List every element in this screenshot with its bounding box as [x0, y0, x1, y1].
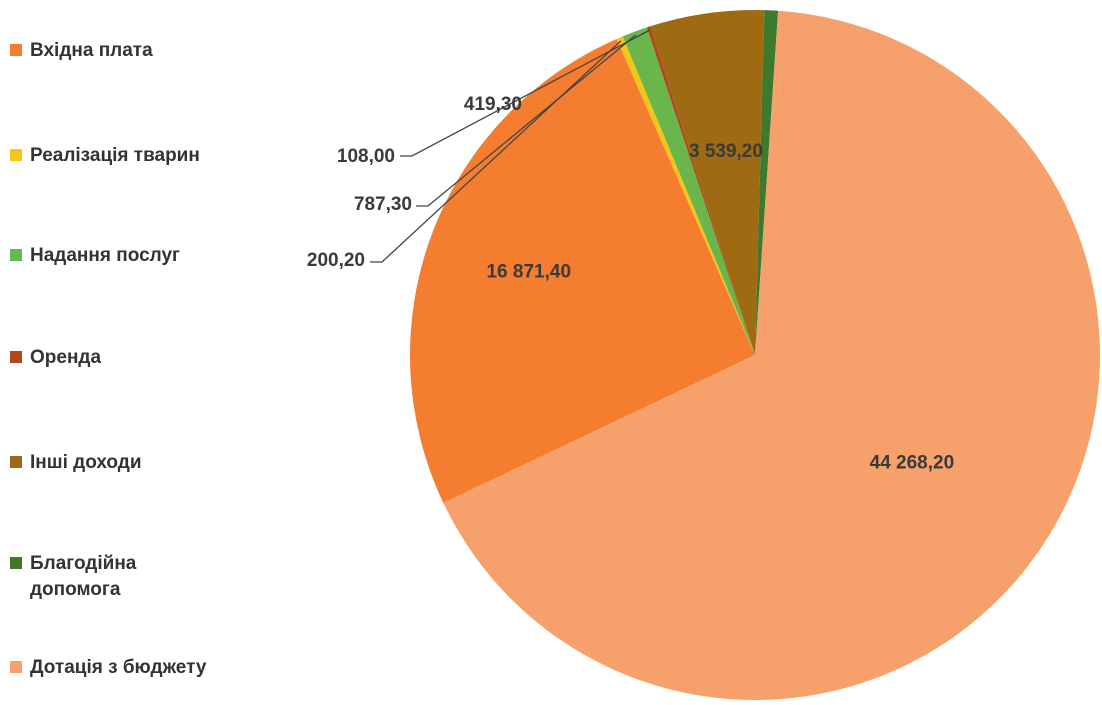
legend-swatch	[10, 557, 22, 569]
data-label-6: 44 268,20	[870, 453, 955, 474]
legend-item-budget-subsidy: Дотація з бюджету	[10, 655, 206, 681]
leader-line-1	[370, 40, 622, 263]
legend-swatch	[10, 249, 22, 261]
pie-slice-4	[650, 9, 765, 355]
data-label-1: 200,20	[307, 250, 365, 271]
legend-item-charity: Благодійна допомога	[10, 551, 136, 603]
legend-label: Інші доходи	[30, 452, 142, 473]
legend-swatch	[10, 149, 22, 161]
legend-label: Оренда	[30, 347, 102, 368]
pie-slice-1	[616, 36, 755, 355]
legend-label: Дотація з бюджету	[30, 657, 207, 678]
pie-slice-5	[755, 10, 779, 355]
legend-item-animal-sales: Реалізація тварин	[10, 143, 200, 169]
pie-slices	[410, 9, 1101, 701]
leader-line-2	[416, 34, 637, 207]
data-label-5: 419,30	[464, 94, 522, 115]
legend-item-entry-fee: Вхідна плата	[10, 38, 153, 64]
data-label-2: 787,30	[354, 194, 412, 215]
legend-item-other-income: Інші доходи	[10, 450, 142, 476]
data-label-0: 16 871,40	[486, 262, 571, 283]
data-label-4: 3 539,20	[689, 141, 763, 162]
pie-slice-3	[646, 26, 755, 355]
pie-slice-2	[622, 27, 755, 356]
legend-swatch	[10, 661, 22, 673]
legend-swatch	[10, 456, 22, 468]
data-labels: 16 871,40 200,20 787,30 108,00 3 539,20 419,3…	[307, 94, 954, 474]
legend-label: Реалізація тварин	[30, 145, 200, 166]
pie-slice-6	[443, 10, 1101, 701]
chart-legend: Вхідна плата Реалізація тварин Надання п…	[10, 0, 270, 705]
legend-item-rent: Оренда	[10, 345, 101, 371]
leader-line-3	[400, 29, 650, 157]
legend-swatch	[10, 351, 22, 363]
legend-label: Надання послуг	[30, 245, 180, 266]
legend-label: Вхідна плата	[30, 40, 153, 61]
legend-label: Благодійна допомога	[30, 553, 137, 600]
pie-slice-0	[410, 38, 755, 503]
data-label-3: 108,00	[337, 146, 395, 167]
legend-swatch	[10, 44, 22, 56]
leader-lines	[370, 29, 650, 263]
legend-item-services: Надання послуг	[10, 243, 180, 269]
